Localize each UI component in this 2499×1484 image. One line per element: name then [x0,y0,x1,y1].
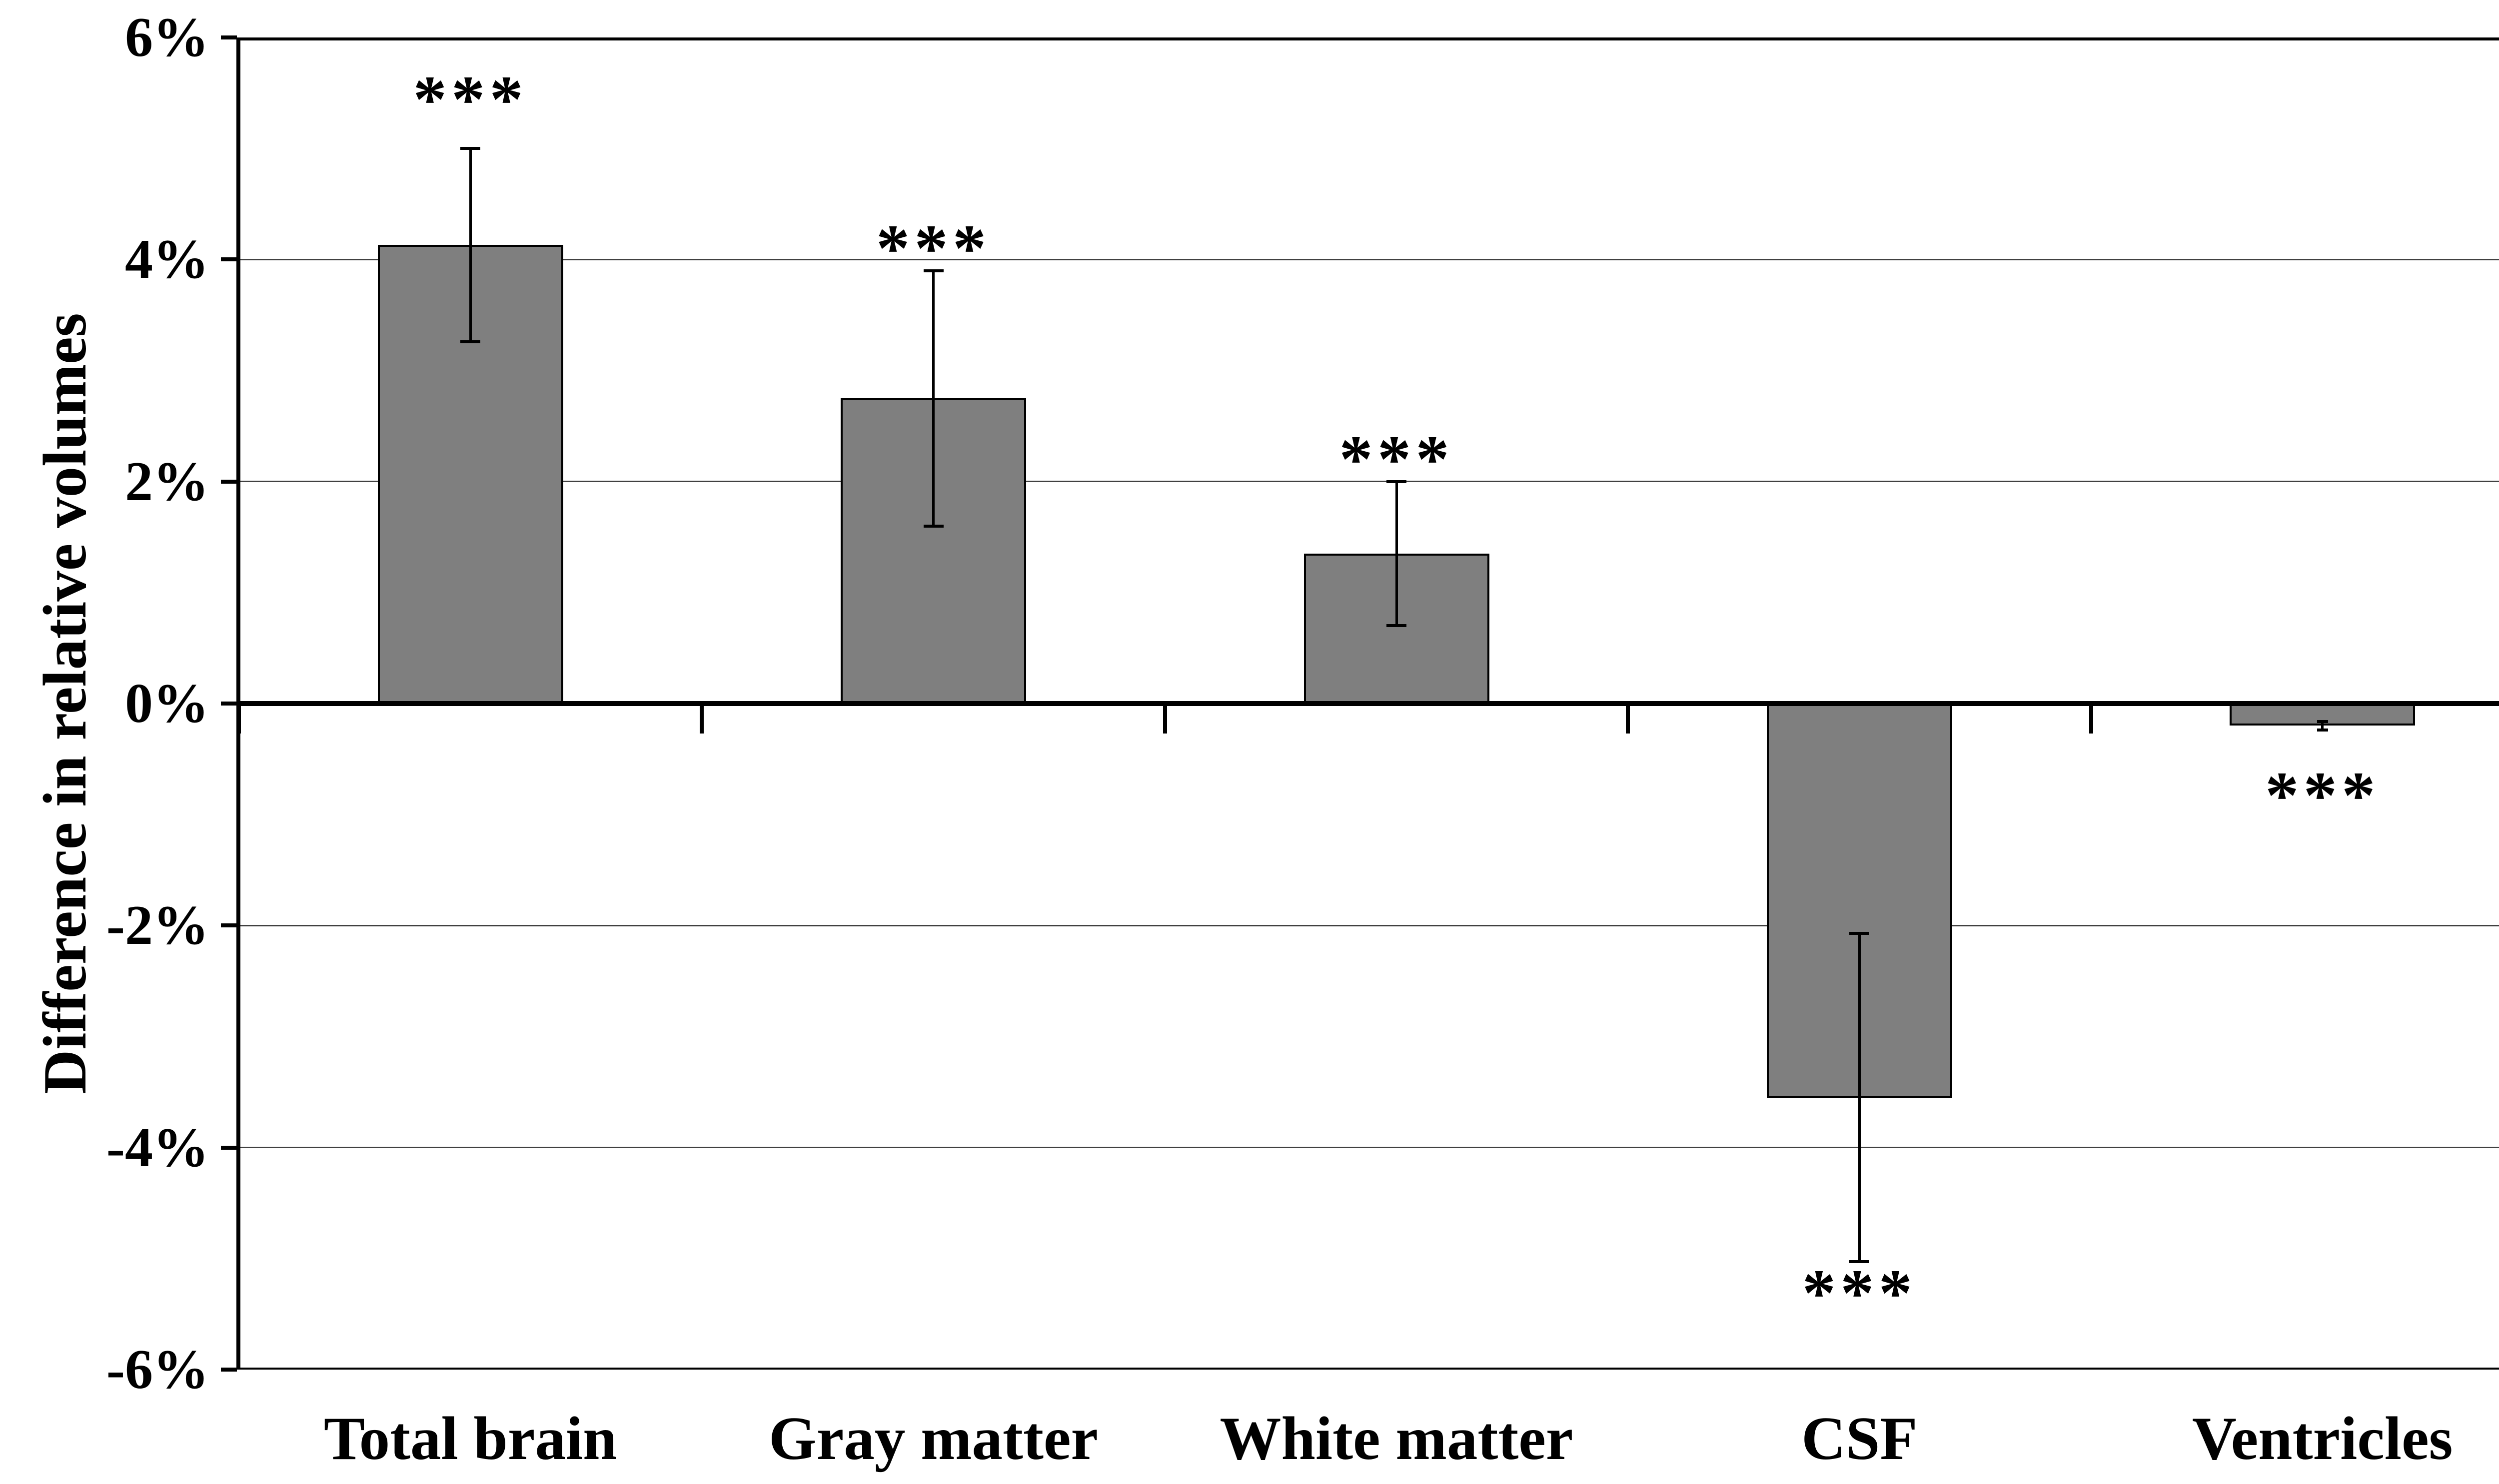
error-bar [1395,481,1398,626]
gridline [239,481,2499,483]
plot-border-bottom [239,1368,2499,1370]
error-bar [469,148,472,342]
y-axis-tick [221,923,237,928]
error-bar-cap-top [923,269,944,272]
y-tick-label: 6% [125,6,209,68]
gridline [239,258,2499,260]
y-tick-label: -2% [106,894,209,957]
y-axis-line [236,37,240,1370]
category-label-csf: CSF [1801,1404,1918,1473]
y-tick-label: -4% [106,1116,209,1179]
error-bar-cap-top [1386,480,1406,483]
error-bar-cap-bottom [1849,1260,1870,1264]
significance-marker: *** [413,62,528,137]
x-axis-tick [1163,706,1167,734]
error-bar-cap-top [1849,931,1870,935]
plot-border-top [239,37,2499,40]
significance-marker: *** [1339,422,1454,497]
x-axis-tick [2089,706,2093,734]
x-axis-tick [237,706,241,734]
error-bar-cap-top [460,147,481,150]
x-axis-zero-line [239,701,2499,706]
significance-marker: *** [1802,1256,1917,1331]
y-axis-tick [221,257,237,262]
y-axis-tick [221,702,237,706]
y-axis-tick [221,35,237,39]
error-bar [932,270,935,526]
category-label-total-brain: Total brain [323,1404,617,1473]
gridline [239,924,2499,926]
y-tick-label: 4% [125,228,209,291]
error-bar [2321,721,2324,731]
error-bar-cap-top [2317,720,2328,723]
significance-marker: *** [876,211,991,286]
error-bar-cap-bottom [2317,729,2328,732]
category-label-ventricles: Ventricles [2192,1404,2453,1473]
error-bar-cap-bottom [923,524,944,528]
y-tick-label: 0% [125,673,209,735]
y-tick-label: 2% [125,450,209,513]
category-label-gray-matter: Gray matter [769,1404,1099,1473]
significance-marker: *** [2265,758,2380,833]
y-axis-tick [221,1145,237,1150]
y-tick-label: -6% [106,1339,209,1401]
error-bar [1858,933,1861,1262]
y-axis-tick [221,479,237,484]
x-axis-tick [700,706,704,734]
error-bar-cap-bottom [460,340,481,343]
y-axis-tick [221,1368,237,1372]
error-bar-cap-bottom [1386,624,1406,628]
category-label-white-matter: White matter [1220,1404,1573,1473]
gridline [239,1147,2499,1149]
x-axis-tick [1626,706,1630,734]
